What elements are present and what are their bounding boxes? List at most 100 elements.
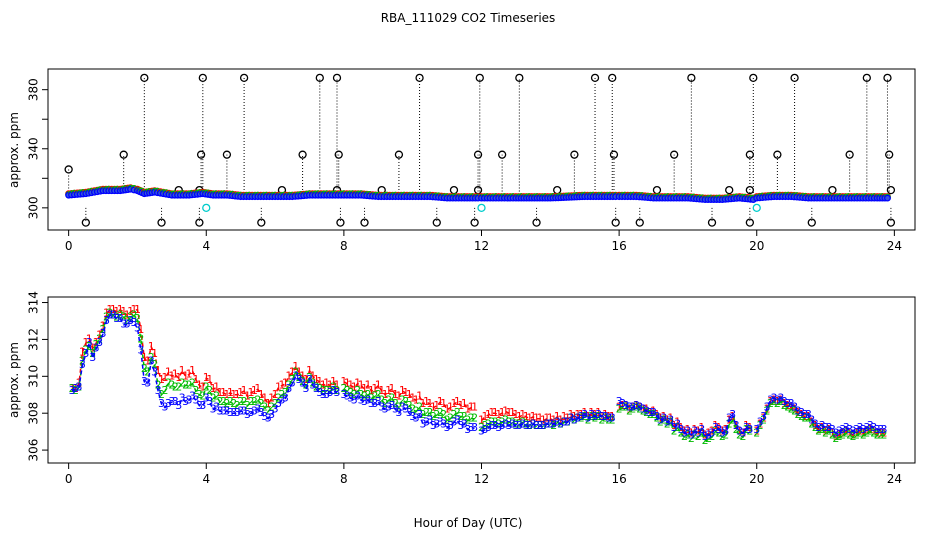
bottom-series-1-point: 1 <box>313 373 320 386</box>
bottom-series-3-point: 3 <box>492 419 499 432</box>
bottom-series-1-point: 1 <box>777 393 784 406</box>
bottom-series-3-point: 3 <box>678 423 685 436</box>
bottom-series-1-point: 1 <box>330 375 337 388</box>
bottom-series-3-point: 3 <box>461 417 468 430</box>
bottom-series-2-point: 2 <box>292 366 299 379</box>
bottom-series-2-point: 2 <box>395 401 402 414</box>
bottom-series-3-point: 3 <box>795 404 802 417</box>
bottom-series-3-point: 3 <box>698 423 705 436</box>
bottom-series-2-point: 2 <box>223 397 230 410</box>
bottom-series-2-point: 2 <box>450 408 457 421</box>
bottom-series-3-point: 3 <box>196 399 203 412</box>
bottom-series-1-line <box>72 309 884 439</box>
bottom-series-1-point: 1 <box>457 399 464 412</box>
bottom-series-2-point: 2 <box>874 428 881 441</box>
bottom-series-3-point: 3 <box>808 414 815 427</box>
bottom-series-1-point: 1 <box>856 425 863 438</box>
bottom-series-2-point: 2 <box>351 388 358 401</box>
top-spike-point <box>298 150 307 159</box>
bottom-series-1-point: 1 <box>733 419 740 432</box>
bottom-series-1-point: 1 <box>447 401 454 414</box>
bottom-series-1-point: 1 <box>574 408 581 421</box>
bottom-series-1-point: 1 <box>237 386 244 399</box>
bottom-series-2-point: 2 <box>79 355 86 368</box>
bottom-series-2-point: 2 <box>843 426 850 439</box>
bottom-series-3-point: 3 <box>846 423 853 436</box>
bottom-series-1-point: 1 <box>499 406 506 419</box>
bottom-series-3-point: 3 <box>137 343 144 356</box>
bottom-series-3-point: 3 <box>650 406 657 419</box>
bottom-series-3-point: 3 <box>588 408 595 421</box>
bottom-series-2-point: 2 <box>653 412 660 425</box>
bottom-series-3-point: 3 <box>495 421 502 434</box>
bottom-series-1-point: 1 <box>801 410 808 423</box>
bottom-series-1-point: 1 <box>540 414 547 427</box>
bottom-series-3-point: 3 <box>399 401 406 414</box>
bottom-series-1-point: 1 <box>72 382 79 395</box>
bottom-series-2-point: 2 <box>722 428 729 441</box>
bottom-series-2-point: 2 <box>585 414 592 427</box>
bottom-series-1-point: 1 <box>247 386 254 399</box>
bottom-series-3-point: 3 <box>657 414 664 427</box>
bottom-series-3-point: 3 <box>378 401 385 414</box>
top-spike-point <box>590 73 600 83</box>
top-spike-point <box>749 73 758 83</box>
bottom-series-3-point: 3 <box>550 417 557 430</box>
bottom-series-1-point: 1 <box>832 430 839 443</box>
bottom-series-3-point: 3 <box>874 423 881 436</box>
top-spike-point <box>687 73 696 83</box>
bottom-series-2-point: 2 <box>712 425 719 438</box>
bottom-series-3-point: 3 <box>161 401 168 414</box>
bottom-series-2-point: 2 <box>213 390 220 403</box>
bottom-series-3-point: 3 <box>217 404 224 417</box>
bottom-series-1-point: 1 <box>385 384 392 397</box>
bottom-series-1-point: 1 <box>261 391 268 404</box>
bottom-series-2-point: 2 <box>189 377 196 390</box>
top-mid-point <box>828 185 837 195</box>
bottom-series-2-point: 2 <box>330 380 337 393</box>
top-series3-point <box>884 194 891 202</box>
bottom-series-1-point: 1 <box>241 384 248 397</box>
bottom-series-2-point: 2 <box>217 395 224 408</box>
bottom-series-2-point: 2 <box>172 380 179 393</box>
bottom-series-3-point: 3 <box>533 419 540 432</box>
bottom-series-1-point: 1 <box>192 373 199 386</box>
bottom-series-3-point: 3 <box>182 395 189 408</box>
top-y-tick-label: 380 <box>27 78 41 101</box>
bottom-series-2-point: 2 <box>719 430 726 443</box>
bottom-x-tick-label: 12 <box>474 472 489 486</box>
bottom-series-1-point: 1 <box>839 426 846 439</box>
bottom-series-2-point: 2 <box>788 403 795 416</box>
bottom-series-2-point: 2 <box>426 406 433 419</box>
bottom-series-1-point: 1 <box>530 410 537 423</box>
bottom-series-1-point: 1 <box>581 406 588 419</box>
top-x-tick-label: 8 <box>340 239 348 253</box>
bottom-series-1-point: 1 <box>519 408 526 421</box>
bottom-series-2-point: 2 <box>402 395 409 408</box>
bottom-series-2-point: 2 <box>516 417 523 430</box>
bottom-series-1-point: 1 <box>113 305 120 318</box>
bottom-series-3-point: 3 <box>736 425 743 438</box>
bottom-series-3-point: 3 <box>406 406 413 419</box>
bottom-series-2-point: 2 <box>825 425 832 438</box>
bottom-series-1-point: 1 <box>137 323 144 336</box>
bottom-series-2-point: 2 <box>757 419 764 432</box>
bottom-series-1-point: 1 <box>364 379 371 392</box>
bottom-series-1-point: 1 <box>843 425 850 438</box>
bottom-series-2-point: 2 <box>461 410 468 423</box>
bottom-series-1-point: 1 <box>736 425 743 438</box>
bottom-series-3-point: 3 <box>636 401 643 414</box>
bottom-series-2-point: 2 <box>247 395 254 408</box>
bottom-series-2-point: 2 <box>609 414 616 427</box>
top-mid-point <box>553 185 562 195</box>
bottom-series-2-point: 2 <box>334 384 341 397</box>
bottom-series-2-point: 2 <box>354 384 361 397</box>
bottom-series-3-point: 3 <box>819 419 826 432</box>
bottom-series-2-point: 2 <box>268 401 275 414</box>
bottom-series-2-point: 2 <box>100 323 107 336</box>
bottom-series-1-point: 1 <box>144 355 151 368</box>
top-mid-point <box>886 185 896 195</box>
bottom-series-2-point: 2 <box>358 388 365 401</box>
bottom-series-3-point: 3 <box>519 417 526 430</box>
bottom-series-2-point: 2 <box>364 388 371 401</box>
